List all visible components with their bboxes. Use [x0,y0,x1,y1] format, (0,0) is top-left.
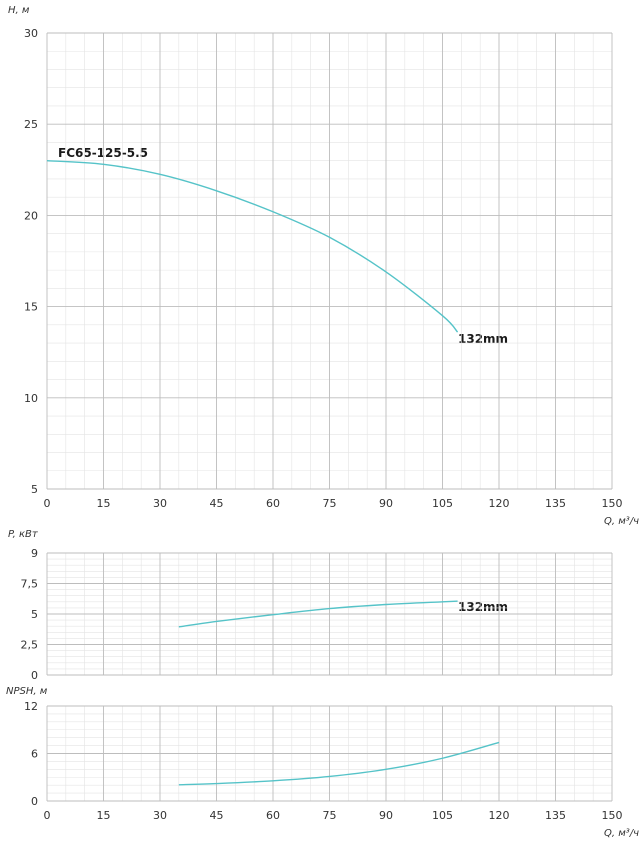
head-y-axis-title: H, м [8,5,30,16]
power-y-tick-label: 5 [31,608,38,621]
head-x-tick-label: 30 [153,497,167,510]
head-x-tick-label: 60 [266,497,280,510]
head-x-tick-label: 75 [323,497,337,510]
npsh-x-axis-title: Q, м³/ч [604,828,639,839]
npsh-x-tick-label: 15 [97,809,111,822]
power-series-line [178,600,458,628]
head-y-tick-label: 10 [24,392,38,405]
npsh-x-tick-label: 105 [432,809,453,822]
power-curve-label: 132mm [458,600,508,614]
power-plot: 9 7,5 5 2,5 0 [21,547,613,682]
head-x-tick-label: 90 [379,497,393,510]
head-x-tick-label: 150 [602,497,623,510]
head-x-tick-label: 120 [489,497,510,510]
head-x-tick-label: 135 [545,497,566,510]
npsh-y-tick-label: 0 [31,795,38,808]
head-series-line [46,159,459,333]
npsh-x-tick-label: 75 [323,809,337,822]
power-y-tick-label: 0 [31,669,38,682]
head-curve-label: 132mm [458,332,508,346]
head-x-tick-label: 45 [210,497,224,510]
head-x-tick-label: 0 [44,497,51,510]
npsh-x-tick-label: 135 [545,809,566,822]
head-y-tick-label: 15 [24,301,38,314]
head-y-tick-label: 20 [24,209,38,222]
npsh-x-tick-label: 120 [489,809,510,822]
head-y-tick-label: 30 [24,27,38,40]
power-y-tick-label: 2,5 [21,639,39,652]
head-x-axis-title: Q, м³/ч [604,516,639,527]
npsh-x-tick-label: 60 [266,809,280,822]
power-y-axis-title: P, кВт [8,529,39,540]
head-x-tick-label: 105 [432,497,453,510]
npsh-x-tick-label: 45 [210,809,224,822]
npsh-y-tick-label: 12 [24,700,38,713]
npsh-x-tick-label: 0 [44,809,51,822]
power-y-tick-label: 9 [31,547,38,560]
npsh-x-tick-label: 90 [379,809,393,822]
npsh-series-line [178,741,500,786]
head-y-tick-label: 25 [24,118,38,131]
model-label: FC65-125-5.5 [58,146,148,160]
head-x-tick-label: 15 [97,497,111,510]
npsh-y-tick-label: 6 [31,748,38,761]
npsh-x-tick-label: 150 [602,809,623,822]
power-y-tick-label: 7,5 [21,578,39,591]
npsh-x-tick-label: 30 [153,809,167,822]
head-y-tick-label: 5 [31,483,38,496]
npsh-y-axis-title: NPSH, м [6,686,48,697]
